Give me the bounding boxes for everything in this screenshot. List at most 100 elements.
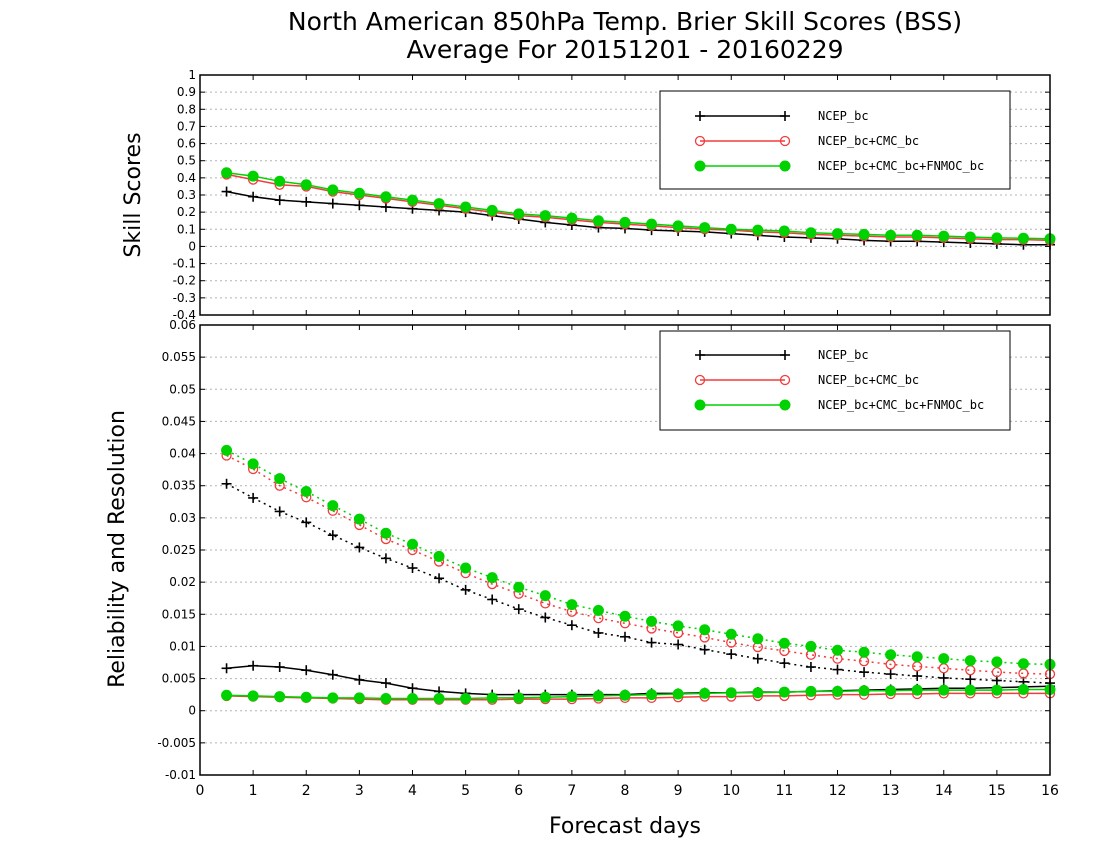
x-axis-label: Forecast days	[549, 814, 701, 839]
data-point	[832, 644, 843, 656]
data-point	[858, 228, 870, 240]
data-point	[619, 216, 631, 228]
data-point	[672, 688, 684, 700]
data-point	[1018, 668, 1029, 679]
data-point	[247, 690, 259, 702]
x-tick-label: 0	[196, 783, 205, 799]
series-ncep-bc-cmc-bc-resolution	[221, 450, 1056, 680]
data-point	[221, 663, 232, 674]
y-tick-label: 0	[188, 239, 196, 253]
data-point	[380, 202, 391, 212]
data-point	[274, 691, 286, 703]
x-tick-label: 13	[882, 783, 900, 799]
data-point	[248, 191, 259, 202]
y-tick-label: 0.01	[169, 639, 196, 653]
data-point	[460, 584, 471, 595]
data-point	[699, 644, 710, 655]
data-point	[592, 604, 604, 616]
y-tick-label: 0.7	[177, 119, 196, 133]
data-point	[832, 664, 843, 675]
legend-marker	[695, 350, 705, 360]
data-point	[779, 658, 790, 669]
data-point	[407, 194, 418, 206]
data-point	[805, 662, 816, 672]
y-tick-label: 0.1	[177, 222, 196, 236]
data-point	[327, 692, 339, 704]
data-point	[354, 542, 365, 553]
x-tick-label: 16	[1041, 783, 1059, 799]
y-tick-label: 0.025	[162, 543, 196, 557]
legend-label: NCEP_bc	[818, 348, 869, 362]
data-point	[301, 196, 312, 207]
data-point	[353, 513, 365, 525]
y-tick-label: 0.8	[177, 102, 196, 116]
x-tick-label: 10	[722, 783, 740, 799]
data-point	[619, 610, 631, 622]
y-tick-label: -0.3	[173, 291, 196, 305]
y-tick-label: 0.015	[162, 607, 196, 621]
legend-marker	[779, 160, 791, 172]
data-point	[832, 685, 843, 697]
data-point	[513, 581, 525, 593]
data-point	[433, 693, 445, 704]
top-panel-y-axis-label: Skill Scores	[121, 132, 146, 257]
data-point	[274, 473, 286, 485]
data-point	[965, 674, 976, 685]
data-point	[221, 689, 233, 701]
data-point	[327, 184, 339, 196]
series-ncep-bc-cmc-bc-reliability	[221, 688, 1056, 705]
data-point	[566, 691, 578, 703]
data-point	[247, 458, 259, 470]
data-point	[859, 667, 870, 678]
y-tick-label: -0.01	[165, 768, 196, 782]
data-point	[380, 678, 391, 689]
bottom-panel-y-axis-label: Reliability and Resolution	[105, 410, 130, 688]
data-point	[300, 486, 312, 497]
legend-label: NCEP_bc	[818, 109, 869, 123]
data-point	[592, 215, 604, 227]
x-tick-label: 7	[567, 783, 576, 799]
data-point	[938, 672, 949, 683]
data-point	[247, 170, 259, 182]
y-tick-label: 0.045	[162, 414, 196, 428]
legend-marker	[695, 111, 705, 121]
x-tick-label: 8	[621, 783, 630, 799]
data-point	[566, 599, 578, 611]
data-point	[619, 689, 631, 701]
data-point	[991, 232, 1003, 244]
y-tick-label: -0.2	[173, 274, 196, 288]
legend-label: NCEP_bc+CMC_bc+FNMOC_bc	[818, 398, 984, 412]
plot-frame	[199, 324, 1051, 776]
data-point	[354, 674, 365, 685]
y-tick-label: 0.06	[169, 318, 196, 332]
y-tick-label: 0.05	[169, 382, 196, 396]
data-point	[353, 692, 365, 704]
data-point	[407, 683, 418, 694]
data-point	[539, 210, 551, 222]
data-point	[885, 669, 896, 680]
data-point	[274, 506, 285, 517]
legend: NCEP_bc NCEP_bc+CMC_bc NCEP_bc+CMC_bc+FNMO…	[659, 90, 1011, 190]
skill-score-panel: 1 0.9 0.8 0.7 0.6 0.5 0.4 0.3 0.2 0.1 0 -0.1 -0.2 -0.…	[173, 68, 1056, 322]
data-point	[646, 637, 657, 648]
y-tick-label: 0.055	[162, 350, 196, 364]
legend-label: NCEP_bc+CMC_bc+FNMOC_bc	[818, 159, 984, 173]
series-line	[226, 449, 1051, 666]
data-point	[486, 572, 498, 584]
legend-marker	[694, 160, 706, 172]
data-point	[274, 195, 285, 206]
legend-box	[659, 90, 1011, 190]
data-point	[540, 612, 551, 623]
x-tick-label: 4	[408, 783, 417, 799]
data-point	[752, 224, 764, 236]
data-point	[832, 228, 843, 240]
legend-marker	[779, 135, 791, 147]
y-tick-label: 0.3	[177, 188, 196, 202]
series-ncep-bc-cmc-bc-fnmoc-bc-resolution	[221, 444, 1056, 670]
series-ncep-bc-cmc-bc-fnmoc-bc-reliability	[221, 684, 1056, 704]
data-point	[885, 685, 897, 697]
data-point	[673, 639, 684, 650]
legend-marker	[694, 135, 706, 147]
data-point	[991, 666, 1003, 678]
y-tick-label: 0.02	[169, 575, 196, 589]
